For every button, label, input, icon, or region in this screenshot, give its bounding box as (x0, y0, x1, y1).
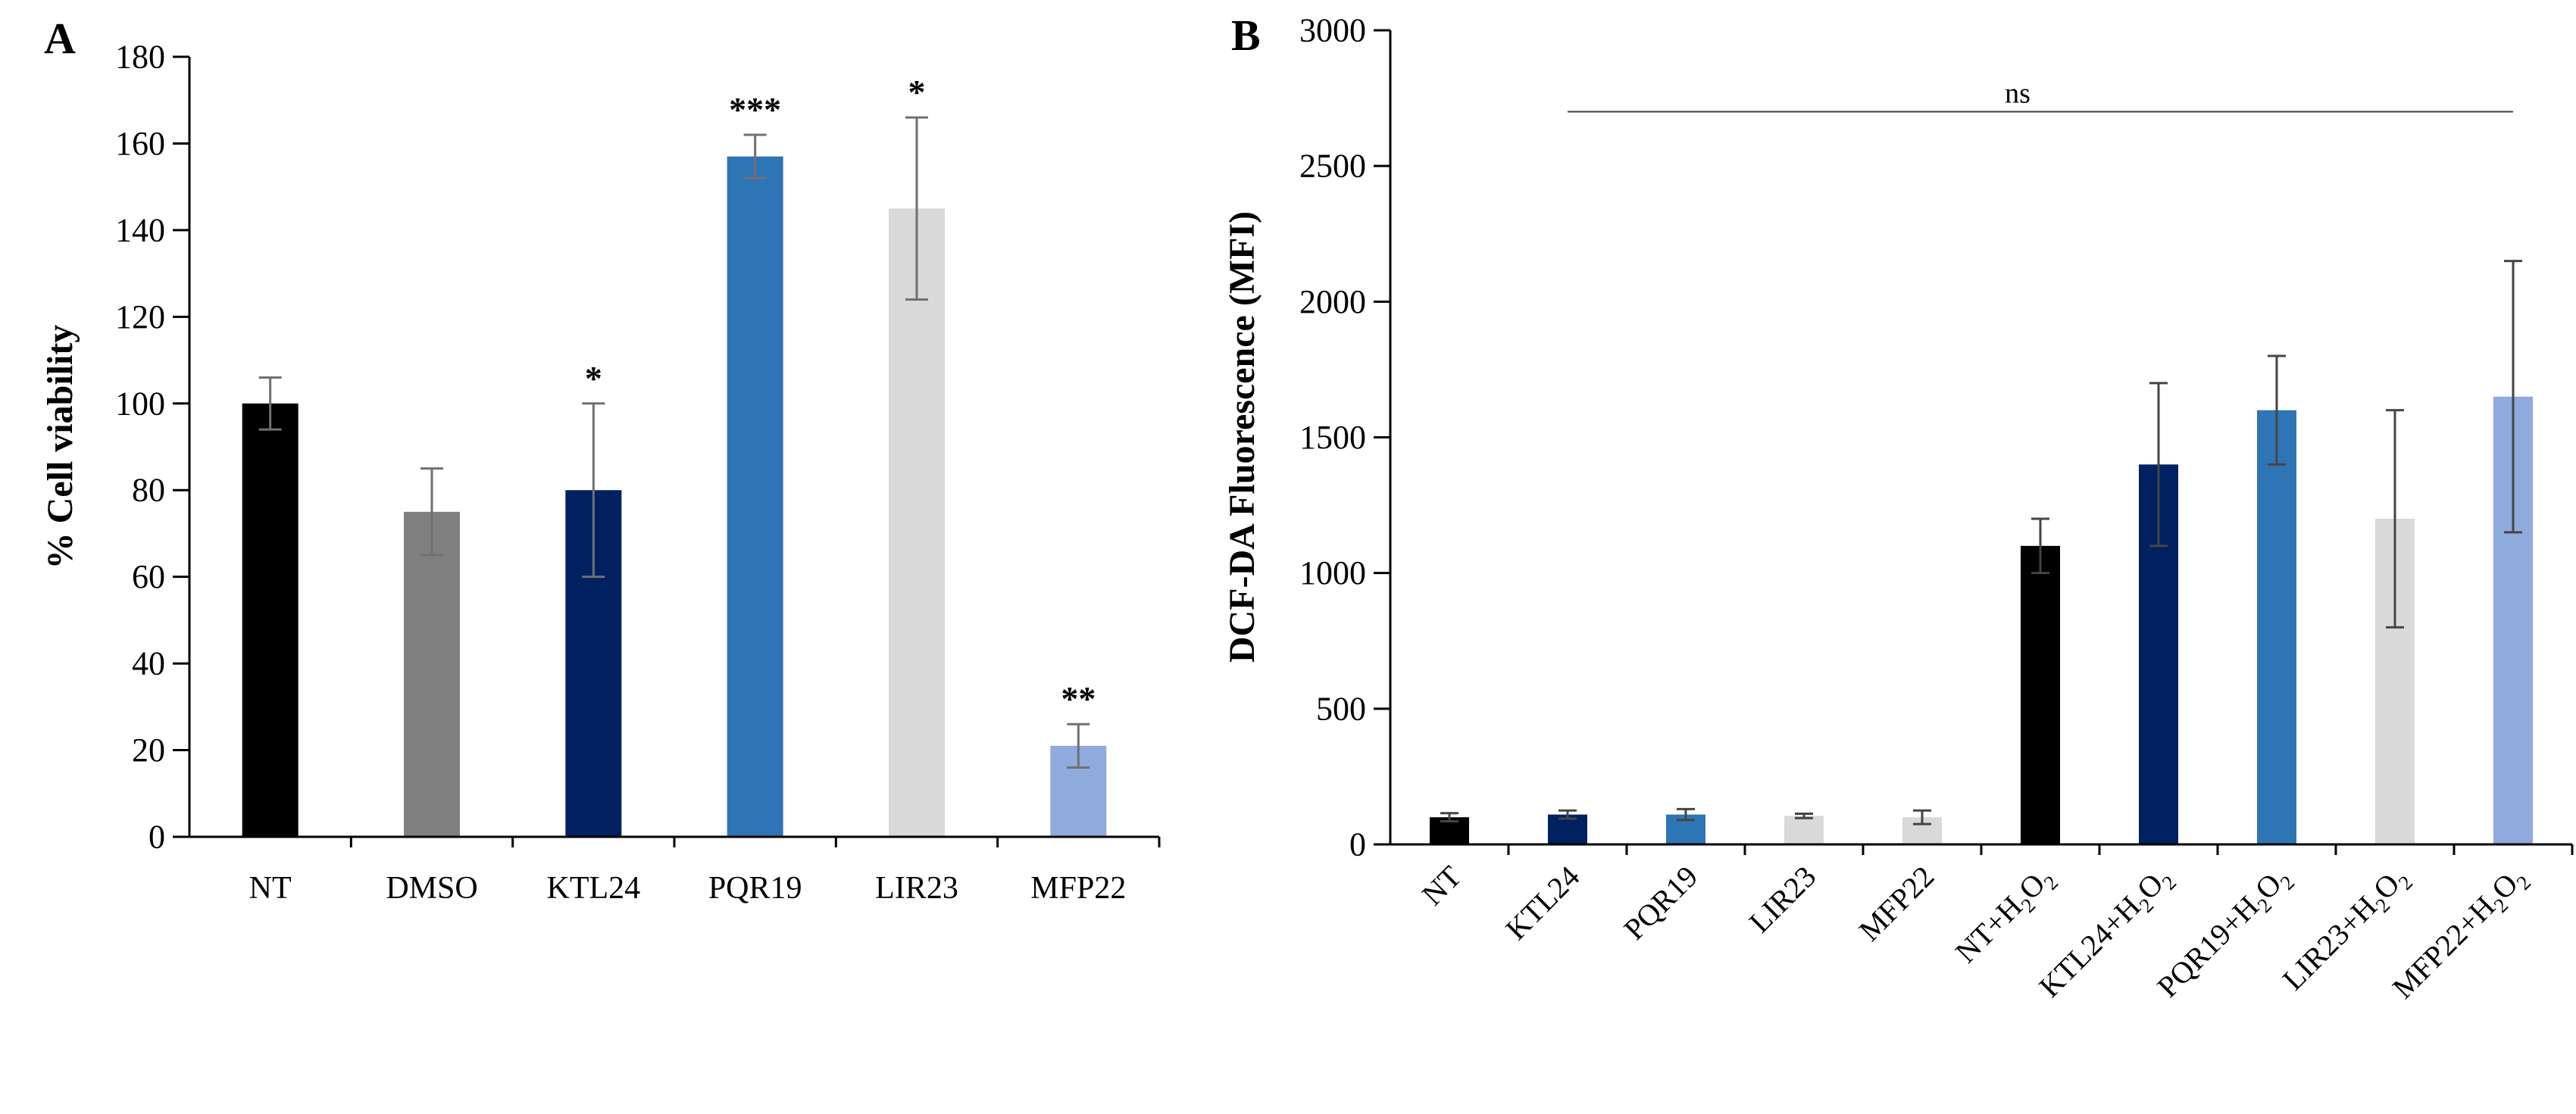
error-bar-MFP22 (1913, 809, 1931, 825)
error-bar-LIR23+H2O2 (2386, 409, 2404, 629)
significance-label-PQR19: *** (729, 90, 781, 129)
y-tick-label: 0 (1349, 826, 1366, 863)
y-tick-label: 0 (148, 819, 165, 856)
error-bar-LIR23 (1795, 813, 1813, 819)
error-bar-PQR19 (1677, 807, 1695, 822)
y-tick-label: 20 (132, 732, 165, 769)
category-label-PQR19: PQR19 (708, 871, 802, 906)
significance-label-LIR23: * (908, 73, 926, 111)
category-label-MFP22: MFP22 (1030, 871, 1126, 906)
panel-b-label: B (1231, 11, 1261, 60)
error-bar-NT+H2O2 (2031, 517, 2049, 575)
y-tick-label: 1000 (1299, 554, 1366, 591)
y-tick-label: 60 (132, 558, 165, 595)
error-bar-NT (258, 376, 282, 431)
bar-PQR19+H2O2 (2257, 410, 2296, 844)
error-bar-PQR19 (743, 133, 767, 179)
category-label-KTL24: KTL24 (547, 871, 641, 906)
significance-label-MFP22: ** (1061, 679, 1096, 718)
error-bar-KTL24 (582, 402, 605, 579)
error-bar-MFP22+H2O2 (2504, 260, 2522, 534)
error-bar-LIR23 (905, 116, 928, 301)
error-bar-KTL24+H2O2 (2149, 382, 2168, 548)
y-tick-label: 40 (132, 645, 165, 682)
y-tick-label: 80 (132, 472, 165, 509)
y-axis-title: % Cell viability (40, 325, 80, 569)
category-label-NT: NT (249, 871, 292, 906)
category-label-DMSO: DMSO (386, 871, 477, 906)
category-label-LIR23: LIR23 (1743, 860, 1823, 940)
y-tick-label: 120 (115, 298, 165, 335)
y-tick-label: 160 (115, 125, 165, 162)
category-label-KTL24: KTL24 (1499, 860, 1586, 947)
category-label-MFP22: MFP22 (1852, 860, 1941, 948)
y-tick-label: 1500 (1299, 419, 1366, 456)
error-bar-NT (1440, 812, 1458, 823)
y-tick-label: 140 (115, 211, 165, 248)
bar-DMSO (404, 511, 460, 837)
y-tick-label: 2500 (1299, 148, 1366, 185)
y-tick-label: 3000 (1299, 12, 1366, 49)
bar-LIR23 (1784, 816, 1824, 844)
y-tick-label: 500 (1316, 690, 1366, 727)
error-bar-DMSO (420, 467, 443, 557)
bar-LIR23 (889, 208, 945, 837)
bar-PQR19 (727, 156, 783, 838)
panel-a-label: A (44, 14, 76, 63)
y-tick-label: 100 (115, 385, 165, 422)
error-bar-PQR19+H2O2 (2268, 354, 2286, 466)
error-bar-MFP22 (1067, 722, 1090, 769)
category-label-NT+H2O2: NT+H2O2 (1949, 860, 2062, 973)
category-label-LIR23: LIR23 (875, 871, 958, 906)
significance-label-KTL24: * (585, 359, 602, 398)
category-label-NT: NT (1415, 860, 1468, 913)
y-tick-label: 2000 (1299, 283, 1366, 320)
bar-NT+H2O2 (2021, 545, 2060, 844)
ns-label: ns (2005, 78, 2030, 110)
bar-NT (242, 403, 299, 837)
y-axis-title: DCF-DA Fluorescence (MFI) (1222, 211, 1262, 663)
category-label-PQR19: PQR19 (1617, 860, 1704, 947)
error-bar-KTL24 (1558, 809, 1577, 820)
y-tick-label: 180 (115, 39, 165, 76)
